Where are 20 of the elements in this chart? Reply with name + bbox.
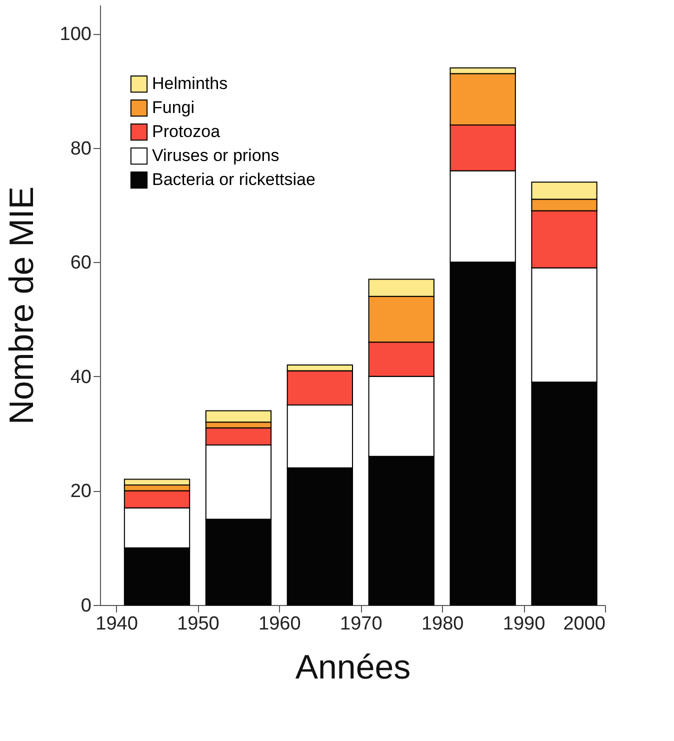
y-tick-label: 80 <box>70 138 92 160</box>
legend-label: Viruses or prions <box>152 146 280 165</box>
x-tick-label: 2000 <box>563 614 606 634</box>
y-axis-title: Nombre de MIE <box>2 186 41 425</box>
x-tick-label: 1990 <box>502 614 546 634</box>
legend-label: Bacteria or rickettsiae <box>152 170 316 189</box>
x-axis-title: Années <box>295 648 411 686</box>
x-tick-label: 1960 <box>258 614 301 634</box>
y-tick-label: 60 <box>70 252 92 274</box>
legend-label: Fungi <box>152 98 195 117</box>
x-tick-label: 1950 <box>177 614 220 634</box>
y-tick-label: 20 <box>70 481 92 502</box>
y-tick-label: 0 <box>80 596 92 616</box>
legend-label: Protozoa <box>152 122 221 141</box>
legend-label: Helminths <box>152 74 228 93</box>
x-tick-label: 1970 <box>340 614 382 634</box>
x-tick-label: 1940 <box>96 614 138 634</box>
y-tick-label: 40 <box>70 366 92 388</box>
y-tick-label: 100 <box>60 24 92 46</box>
x-tick-label: 1980 <box>421 614 464 634</box>
